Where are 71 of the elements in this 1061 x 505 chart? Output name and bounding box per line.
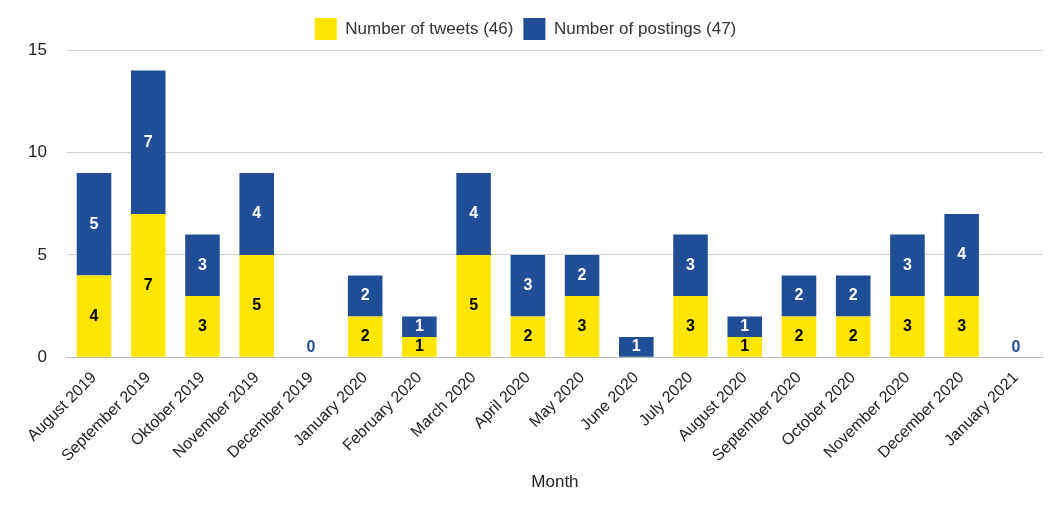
- bar: [673, 234, 708, 296]
- data-label: 3: [198, 316, 208, 334]
- bar: [944, 213, 979, 296]
- data-label: 3: [686, 255, 696, 273]
- bar: [781, 275, 817, 317]
- data-label: 7: [143, 132, 153, 150]
- data-label: 4: [957, 245, 967, 263]
- data-label: 4: [469, 204, 479, 222]
- bar: [239, 172, 274, 255]
- data-label: 1: [414, 317, 424, 335]
- data-label: 2: [577, 265, 587, 283]
- data-label: 3: [902, 255, 912, 273]
- bar: [564, 295, 600, 357]
- data-label: 2: [794, 327, 804, 345]
- data-label: 2: [848, 327, 858, 345]
- bar: [130, 213, 166, 357]
- data-label: 1: [414, 337, 424, 355]
- x-axis-title: Month: [531, 472, 579, 492]
- bar: [890, 234, 925, 296]
- bar: [944, 295, 979, 357]
- data-label: 2: [360, 286, 370, 304]
- legend-label: Number of postings (47): [553, 18, 737, 38]
- bar: [564, 254, 600, 296]
- bar: [76, 172, 112, 276]
- data-label: 3: [523, 276, 533, 294]
- bar: [890, 295, 925, 357]
- bar: [347, 316, 383, 357]
- legend-label: Number of tweets (46): [345, 18, 514, 38]
- y-tick-label: 0: [37, 347, 47, 367]
- bar: [239, 254, 274, 357]
- bar: [76, 275, 112, 357]
- bar: [619, 336, 654, 357]
- bar: [456, 254, 491, 357]
- bar: [781, 316, 817, 357]
- data-label: 0: [306, 337, 316, 355]
- data-label: 3: [902, 316, 912, 334]
- data-label: 2: [523, 327, 533, 345]
- data-label: 3: [686, 316, 696, 334]
- data-label: 4: [252, 204, 262, 222]
- bar: [673, 295, 708, 357]
- bar: [835, 316, 871, 357]
- y-tick-label: 5: [37, 244, 47, 264]
- data-label: 1: [740, 337, 750, 355]
- bar: [402, 336, 437, 357]
- y-tick-label: 15: [27, 39, 47, 59]
- bar: [185, 295, 220, 357]
- data-label: 0: [1011, 337, 1021, 355]
- bar: [510, 316, 546, 357]
- data-label: 4: [89, 306, 99, 324]
- data-label: 2: [794, 286, 804, 304]
- data-label: 2: [848, 286, 858, 304]
- data-label: 3: [957, 316, 967, 334]
- bar: [185, 234, 220, 296]
- data-label: 5: [469, 296, 479, 314]
- bar: [727, 316, 763, 337]
- data-label: 3: [198, 255, 208, 273]
- y-tick-label: 10: [27, 142, 47, 162]
- bar: [456, 172, 491, 255]
- bar: [347, 275, 383, 317]
- data-label: 1: [631, 337, 641, 355]
- data-label: 5: [252, 296, 262, 314]
- bar: [402, 316, 437, 337]
- data-label: 3: [577, 316, 587, 334]
- data-label: 2: [360, 327, 370, 345]
- data-label: 7: [143, 275, 153, 293]
- data-label: 1: [740, 317, 750, 335]
- data-label: 5: [89, 214, 99, 232]
- bar: [510, 254, 546, 317]
- bar: [835, 275, 871, 317]
- bar: [130, 70, 166, 214]
- bar: [727, 336, 763, 357]
